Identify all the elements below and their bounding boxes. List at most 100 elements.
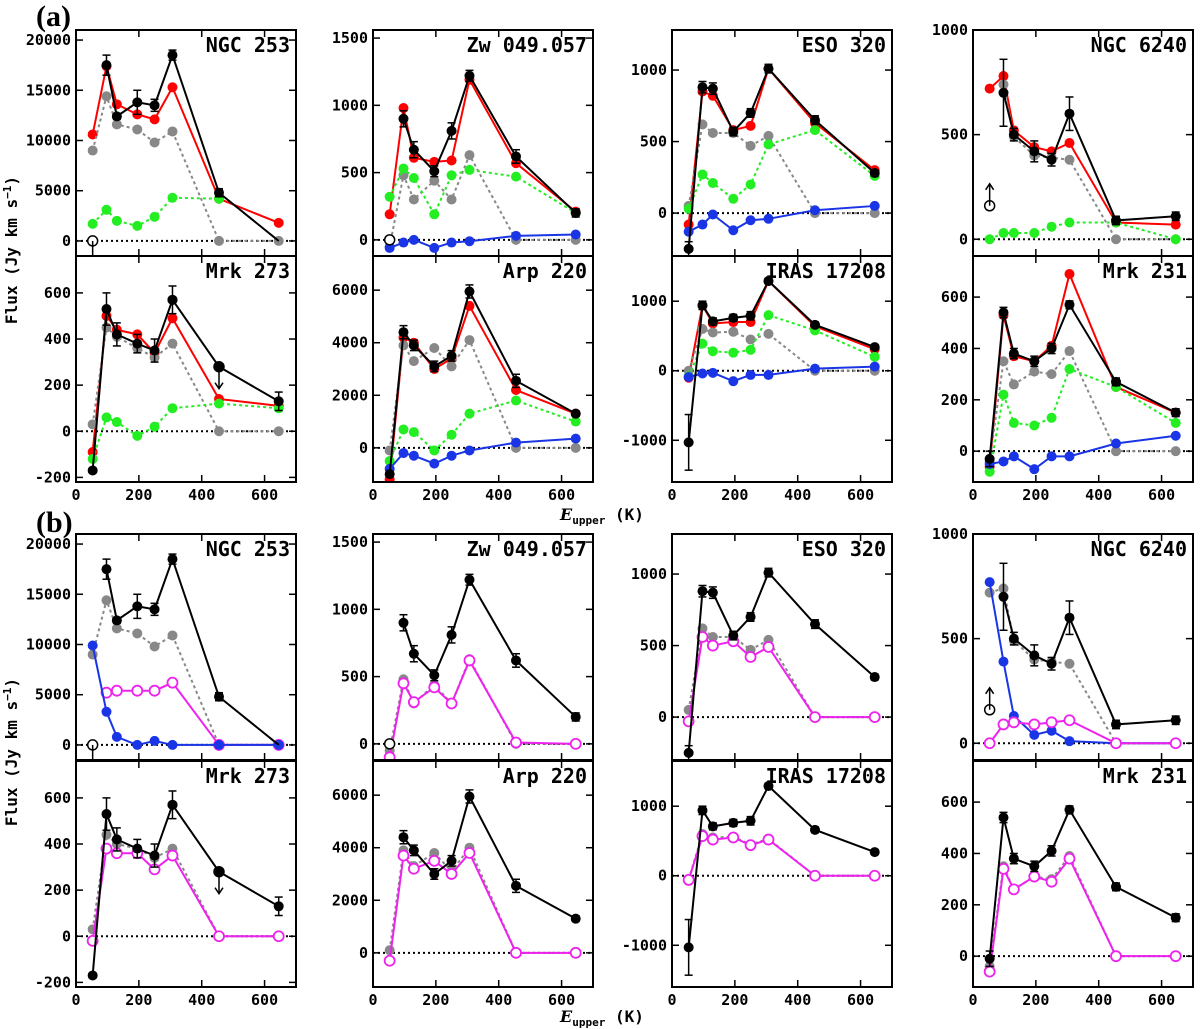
panel-b-mrk-231: 0 200 400 600 0 200 400 600 Mrk 231 <box>941 760 1194 1009</box>
panel-b-mrk-273-ytick-label: -200 <box>35 973 71 991</box>
panel-a-eso-320-observed-point <box>707 83 718 94</box>
panel-a-iras-17208-blue-component-point <box>707 367 718 378</box>
panel-a-arp-220-green-component-point <box>446 429 457 440</box>
panel-a-mrk-273-xtick-label: 600 <box>251 486 278 504</box>
panel-b-mrk-231-magenta-component-point <box>997 862 1010 875</box>
panel-b-mrk-231-magenta-component-point <box>1045 875 1058 888</box>
panel-a-zw-049-057-blue-component-point <box>408 234 419 245</box>
panel-b-eso-320-observed-point <box>707 587 718 598</box>
panel-b-arp-220-ytick-label: 4000 <box>332 839 368 857</box>
panel-a-arp-220-blue-component-point <box>464 445 475 456</box>
panel-b-ngc-253-grey-component-point <box>132 628 143 639</box>
panel-b-mrk-273-title: Mrk 273 <box>206 764 290 788</box>
panel-b-mrk-231-observed-point <box>984 953 995 964</box>
panel-a-eso-320-observed-point <box>810 115 820 126</box>
panel-a-mrk-231-blue-component-point <box>1008 451 1019 462</box>
panel-a-iras-17208: 0 200 400 600 -1000 0 1000 IRAS 17208 <box>622 255 893 504</box>
panel-a-ngc-6240-total-model-point <box>1064 138 1075 148</box>
panel-a-arp-220-grey-component-point <box>408 356 419 367</box>
panel-a-mrk-273-grey-component-point <box>214 426 224 437</box>
panel-b-zw-049-057-ytick-label: 1500 <box>332 533 368 551</box>
panel-a-zw-049-057-green-component-point <box>511 171 521 182</box>
panel-a-iras-17208-observed-point <box>707 316 718 327</box>
panel-b-ngc-253-magenta-component-point <box>148 684 161 697</box>
panel-b-ngc-253-blue-component-point <box>214 739 224 750</box>
panel-a-arp-220-ytick-label: 0 <box>359 439 368 457</box>
panel-a-ngc-6240-green-component-point <box>1046 221 1057 232</box>
panel-b-ngc-253-ytick-label: 0 <box>62 736 71 754</box>
panel-b-ngc-253: 0 5000 10000 15000 20000 NGC 253 <box>26 533 297 761</box>
panel-a-arp-220-green-component-point <box>408 427 419 438</box>
panel-a-ngc-6240-ytick-label: 500 <box>941 126 968 144</box>
panel-a-iras-17208-blue-component-point <box>683 371 694 382</box>
panel-a-arp-220-xtick-label: 400 <box>485 486 512 504</box>
panel-a-mrk-231-observed-point <box>998 307 1009 318</box>
panel-b-ngc-6240-grey-component-point <box>1064 658 1075 669</box>
panel-a-arp-220-green-component-point <box>429 445 440 456</box>
panel-b-mrk-231-frame <box>972 760 1194 988</box>
panel-a-ngc-253-grey-component-point <box>149 137 160 148</box>
panel-a-iras-17208-observed-point <box>763 276 774 287</box>
panel-a-ngc-6240-green-component-point <box>1064 217 1075 228</box>
panel-a-eso-320-ytick-label: 500 <box>640 133 667 151</box>
panel-a-mrk-231-observed-point <box>1029 356 1040 367</box>
panel-b-mrk-273-black-tail-point <box>273 901 284 912</box>
panel-b-zw-049-057-observed-point <box>446 629 457 640</box>
panel-a-mrk-231-blue-component-point <box>1029 464 1040 475</box>
panel-a-zw-049-057-total-model-point <box>446 155 457 166</box>
panel-b-mrk-231-data <box>983 804 1182 978</box>
panel-b-ngc-6240-blue-component-point <box>984 577 995 588</box>
panel-b-arp-220-observed-point <box>570 913 581 924</box>
panel-a-arp-220-green-component-point <box>570 416 581 427</box>
panel-a-iras-17208-observed-point <box>728 312 739 323</box>
panel-b-mrk-273-ytick-label: 400 <box>44 835 71 853</box>
panel-b-eso-320-magenta-component-point <box>762 641 775 653</box>
panel-a-eso-320-green-component-point <box>810 125 820 136</box>
panel-b-arp-220-magenta-component-point <box>510 946 522 959</box>
panel-b-zw-049-057-observed-point <box>398 617 409 628</box>
panel-a-arp-220-green-component-point <box>398 424 409 435</box>
panel-a-mrk-231-observed-point <box>1170 407 1181 418</box>
panel-a-ngc-253-ytick-label: 20000 <box>26 31 71 49</box>
y-axis-label-a-main: Flux (Jy km s <box>2 199 21 324</box>
panel-a-zw-049-057-blue-component-point <box>446 237 457 248</box>
panel-b-mrk-231-magenta-component-point <box>1007 883 1020 896</box>
panel-b-mrk-273-xtick-label: 600 <box>251 991 278 1009</box>
panel-b-ngc-253-grey-component-point <box>167 630 178 641</box>
panel-b-iras-17208-observed-point <box>763 781 774 792</box>
panel-a-arp-220-blue-component-point <box>446 450 457 461</box>
panel-a-eso-320: 0 500 1000 ESO 320 <box>631 29 893 257</box>
panel-a-mrk-231-green-component-point <box>1029 420 1040 431</box>
sector-label-a: (a) <box>36 0 71 33</box>
panel-a-eso-320-observed-point <box>869 168 880 179</box>
panel-a-arp-220-ytick-label: 2000 <box>332 386 368 404</box>
panel-a-arp-220-observed-point <box>464 286 475 297</box>
panel-a-iras-17208-blue-component-point <box>869 361 880 372</box>
panel-b-ngc-6240-grey-component-point <box>984 587 995 598</box>
x-axis-label-a-sub: upper <box>572 514 605 527</box>
panel-b-ngc-6240-ytick-label: 1000 <box>932 525 968 543</box>
panel-a-ngc-6240-green-component-point <box>998 227 1009 238</box>
panel-a-mrk-273-green-component-point <box>132 430 143 441</box>
panel-a-mrk-273-observed-upper-limit-arrow-head <box>214 382 224 391</box>
panel-b-eso-320-magenta-component-point <box>706 639 719 652</box>
panel-a-ngc-253-grey-component-point <box>214 235 224 246</box>
panel-b-iras-17208-xtick-label: 400 <box>784 991 811 1009</box>
panel-b-mrk-273-frame <box>75 760 297 988</box>
panel-a-ngc-253-data <box>86 49 284 256</box>
panel-a-ngc-253-green-component-point <box>111 215 122 226</box>
panel-a-iras-17208-green-component-point <box>869 351 880 362</box>
panel-a-eso-320-blue-component-point <box>763 213 774 224</box>
panel-a-arp-220-observed-point <box>429 361 440 372</box>
panel-b-eso-320-magenta-component-point <box>744 651 757 663</box>
panel-b-mrk-231-observed-point <box>998 812 1009 823</box>
panel-b-eso-320-data <box>682 567 881 760</box>
x-axis-label-b-sub: upper <box>572 1016 605 1029</box>
panel-b-zw-049-057-observed-point <box>429 670 440 681</box>
panel-b-ngc-253-observed-point <box>111 615 122 626</box>
panel-a-iras-17208-grey-component-point <box>728 326 739 337</box>
panel-a-ngc-6240-grey-component-point <box>1111 234 1121 245</box>
panel-a-eso-320-title: ESO 320 <box>802 33 886 57</box>
panel-a-mrk-231-grey-component-point <box>1170 446 1181 457</box>
